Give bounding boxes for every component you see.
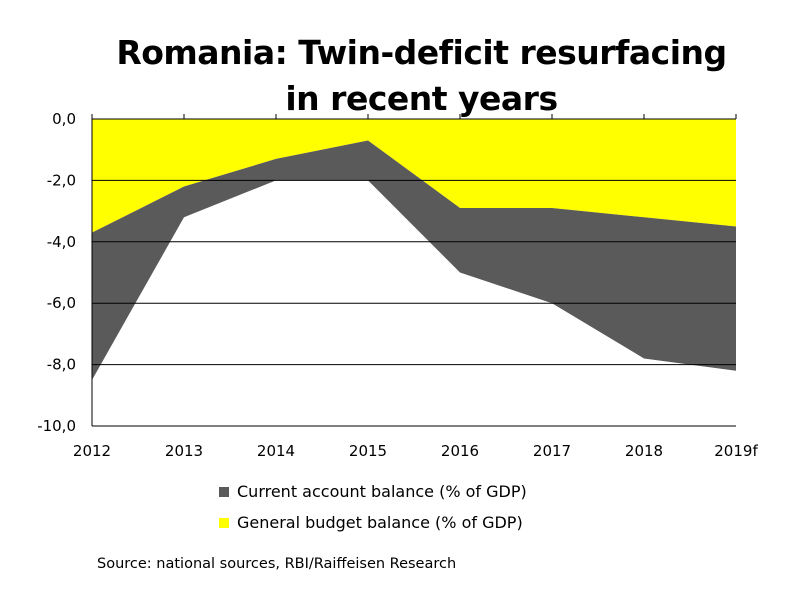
legend-label-budget: General budget balance (% of GDP) <box>237 513 523 532</box>
source-note: Source: national sources, RBI/Raiffeisen… <box>97 556 457 572</box>
chart-title-line-1: Romania: Twin-deficit resurfacing <box>116 33 727 72</box>
x-tick-label: 2014 <box>257 442 295 460</box>
chart-title-line-2: in recent years <box>285 79 558 118</box>
x-tick-label: 2018 <box>625 442 663 460</box>
legend-label-current-account: Current account balance (% of GDP) <box>237 482 527 501</box>
y-tick-label: 0,0 <box>52 110 76 128</box>
y-tick-label: -8,0 <box>47 356 76 374</box>
budget-balance-area <box>92 119 736 233</box>
x-tick-label: 2015 <box>349 442 387 460</box>
y-tick-label: -4,0 <box>47 233 76 251</box>
x-tick-label: 2012 <box>73 442 111 460</box>
x-tick-label: 2016 <box>441 442 479 460</box>
y-tick-label: -10,0 <box>37 417 76 435</box>
x-tick-label: 2013 <box>165 442 203 460</box>
legend-item-current-account: Current account balance (% of GDP) <box>219 482 527 502</box>
x-tick-label: 2017 <box>533 442 571 460</box>
y-tick-label: -6,0 <box>47 294 76 312</box>
current-account-area <box>92 140 736 380</box>
legend-item-budget: General budget balance (% of GDP) <box>219 513 523 533</box>
y-tick-label: -2,0 <box>47 171 76 189</box>
legend-swatch-current-account <box>219 487 229 497</box>
x-tick-label: 2019f <box>714 442 758 460</box>
legend-swatch-budget <box>219 518 229 528</box>
